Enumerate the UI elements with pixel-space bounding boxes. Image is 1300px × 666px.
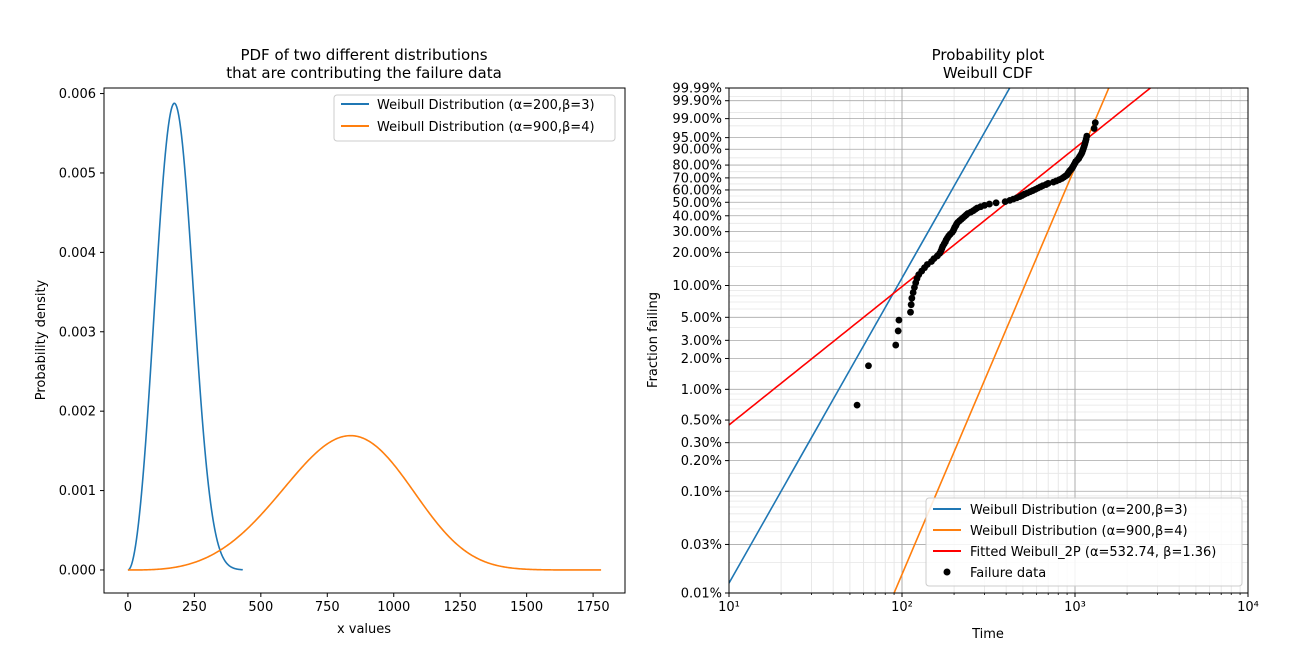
pdf-chart-title-line1: PDF of two different distributions xyxy=(240,46,487,64)
prob-y-tick-label: 99.99% xyxy=(672,82,722,97)
prob-y-tick-label: 0.03% xyxy=(681,538,722,553)
prob-y-tick-label: 3.00% xyxy=(681,334,722,349)
prob-legend: Weibull Distribution (α=200,β=3) Weibull… xyxy=(925,497,1243,587)
prob-series-line-2 xyxy=(729,88,1152,426)
pdf-y-tick-label: 0.000 xyxy=(59,563,96,578)
prob-chart-title-line1: Probability plot xyxy=(932,46,1045,64)
prob-y-tick-label: 0.30% xyxy=(681,436,722,451)
failure-data-point xyxy=(1090,125,1098,132)
pdf-x-tick-label: 500 xyxy=(248,600,273,615)
prob-y-tick-label: 0.20% xyxy=(681,454,722,469)
probability-plot: Probability plot Weibull CDF 10¹ 10² 10³ 10… xyxy=(646,46,1259,642)
prob-y-tick-label: 1.00% xyxy=(681,383,722,398)
prob-legend-label-orange: Weibull Distribution (α=900,β=4) xyxy=(970,524,1188,539)
pdf-chart-title-line2: that are contributing the failure data xyxy=(226,64,502,82)
pdf-series-group xyxy=(127,102,602,571)
pdf-series-line-1 xyxy=(127,434,602,571)
pdf-legend: Weibull Distribution (α=200,β=3) Weibull… xyxy=(333,94,616,142)
prob-series-line-0 xyxy=(729,88,1011,584)
prob-y-tick-label: 90.00% xyxy=(672,143,722,158)
failure-data-point xyxy=(909,289,917,296)
prob-series-group xyxy=(729,88,1152,593)
prob-series-line-1 xyxy=(893,88,1110,593)
prob-y-tick-label: 0.10% xyxy=(681,485,722,500)
failure-data-point xyxy=(894,327,902,335)
failure-data-point xyxy=(853,401,861,409)
prob-y-tick-label: 30.00% xyxy=(672,225,722,240)
prob-y-tick-label: 50.00% xyxy=(672,196,722,211)
prob-y-tick-label: 80.00% xyxy=(672,159,722,174)
pdf-y-tick-label: 0.002 xyxy=(59,405,96,420)
prob-x-ticks: 10¹ 10² 10³ 10⁴ xyxy=(718,593,1259,615)
prob-y-tick-label: 70.00% xyxy=(672,171,722,186)
failure-data-point xyxy=(992,199,1000,207)
prob-y-tick-label: 20.00% xyxy=(672,246,722,261)
pdf-legend-box xyxy=(333,94,616,142)
prob-x-axis-label: Time xyxy=(971,627,1004,642)
pdf-y-tick-label: 0.006 xyxy=(59,87,96,102)
failure-data-point xyxy=(908,294,916,302)
prob-x-tick-label: 10¹ xyxy=(718,600,740,615)
pdf-y-ticks: 0.000 0.001 0.002 0.003 0.004 0.005 0.006 xyxy=(59,87,104,578)
failure-data-point xyxy=(907,308,914,316)
failure-data-point xyxy=(907,301,915,309)
prob-y-tick-label: 5.00% xyxy=(681,311,722,326)
pdf-y-tick-label: 0.005 xyxy=(59,166,96,181)
failure-data-point xyxy=(892,341,900,349)
prob-y-tick-label: 2.00% xyxy=(681,352,722,367)
pdf-x-ticks: 0 250 500 750 1000 1250 1500 1750 xyxy=(124,593,610,615)
pdf-legend-label-blue: Weibull Distribution (α=200,β=3) xyxy=(377,98,595,113)
pdf-x-tick-label: 0 xyxy=(124,600,132,615)
prob-chart-title-line2: Weibull CDF xyxy=(943,64,1033,82)
failure-data-point xyxy=(1083,132,1091,140)
prob-y-tick-label: 10.00% xyxy=(672,279,722,294)
prob-x-tick-label: 10⁴ xyxy=(1237,600,1259,615)
pdf-x-tick-label: 1500 xyxy=(510,600,543,615)
failure-data-point xyxy=(865,362,872,370)
prob-y-tick-label: 0.50% xyxy=(681,414,722,429)
prob-y-ticks: 0.01% 0.03% 0.10% 0.20% 0.30% 0.50% 1.00% 2.00%… xyxy=(672,82,729,602)
pdf-x-tick-label: 750 xyxy=(315,600,340,615)
prob-y-tick-label: 40.00% xyxy=(672,209,722,224)
failure-data-point xyxy=(895,316,903,324)
pdf-x-tick-label: 1250 xyxy=(444,600,477,615)
pdf-series-line-0 xyxy=(127,102,243,571)
pdf-x-tick-label: 1000 xyxy=(377,600,410,615)
prob-legend-label-points: Failure data xyxy=(970,566,1046,581)
pdf-y-tick-label: 0.004 xyxy=(59,246,96,261)
prob-legend-box xyxy=(925,497,1243,587)
prob-legend-label-red: Fitted Weibull_2P (α=532.74, β=1.36) xyxy=(970,545,1216,560)
prob-y-tick-label: 99.90% xyxy=(672,94,722,109)
prob-y-tick-label: 0.01% xyxy=(681,587,722,602)
prob-failure-points xyxy=(853,119,1099,409)
pdf-x-axis-label: x values xyxy=(337,622,391,637)
pdf-y-tick-label: 0.001 xyxy=(59,484,96,499)
prob-y-tick-label: 99.00% xyxy=(672,112,722,127)
pdf-chart: PDF of two different distributions that … xyxy=(34,46,626,637)
pdf-y-tick-label: 0.003 xyxy=(59,325,96,340)
failure-data-point xyxy=(985,200,993,208)
pdf-x-tick-label: 1750 xyxy=(577,600,610,615)
prob-y-tick-label: 60.00% xyxy=(672,183,722,198)
prob-legend-swatch-points xyxy=(943,568,951,576)
pdf-legend-label-orange: Weibull Distribution (α=900,β=4) xyxy=(377,120,595,135)
pdf-x-tick-label: 250 xyxy=(182,600,207,615)
prob-legend-label-blue: Weibull Distribution (α=200,β=3) xyxy=(970,503,1188,518)
prob-y-tick-label: 95.00% xyxy=(672,131,722,146)
pdf-y-axis-label: Probability density xyxy=(34,279,49,400)
prob-y-axis-label: Fraction failing xyxy=(646,292,661,388)
prob-x-tick-label: 10² xyxy=(891,600,913,615)
failure-data-point xyxy=(1091,119,1099,127)
failure-data-point xyxy=(1044,179,1052,187)
prob-x-tick-label: 10³ xyxy=(1064,600,1086,615)
pdf-plot-frame xyxy=(103,87,626,594)
